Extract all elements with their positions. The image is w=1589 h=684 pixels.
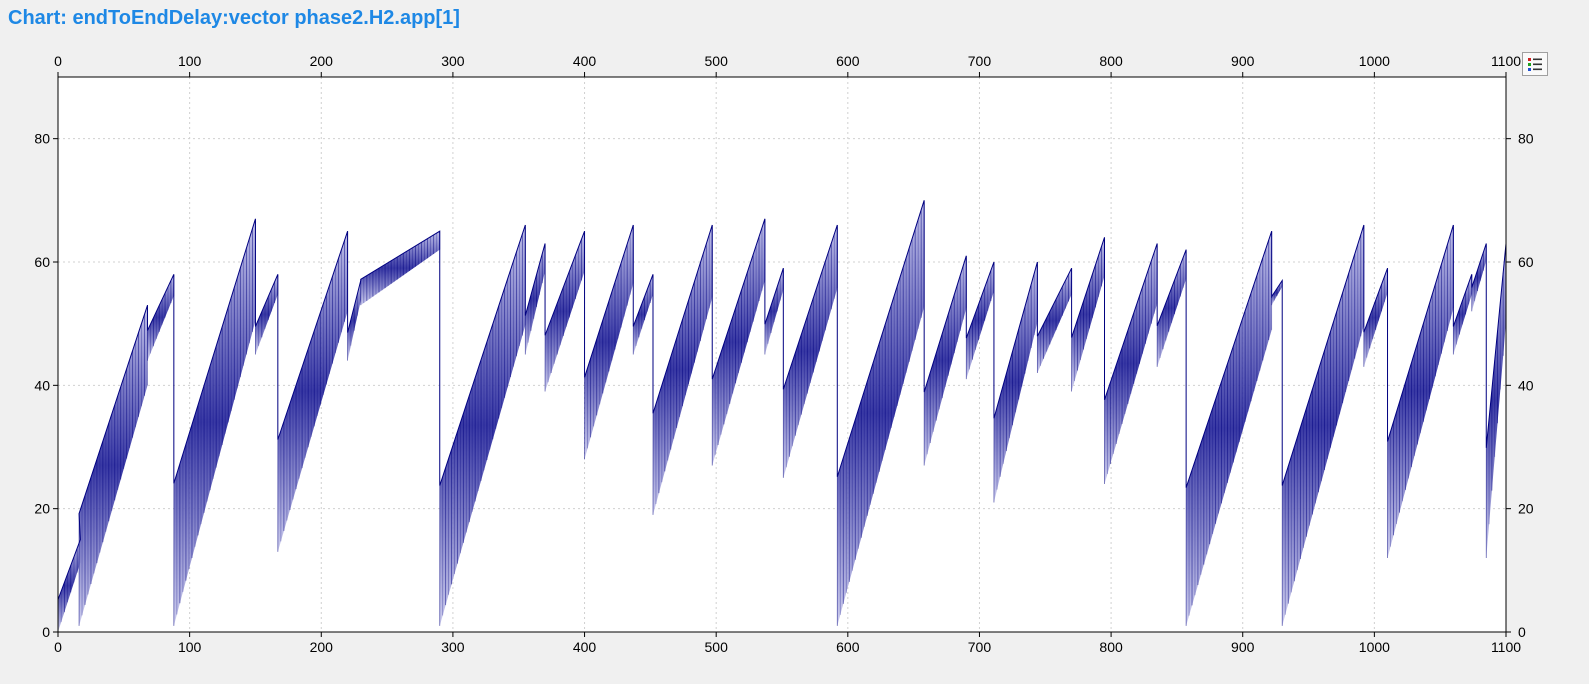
y-tick-label-right: 80 — [1518, 131, 1534, 147]
y-tick-label-left: 80 — [34, 131, 50, 147]
x-tick-label-bottom: 0 — [54, 639, 62, 655]
x-tick-label-bottom: 200 — [310, 639, 334, 655]
delay-band — [1037, 268, 1072, 373]
delay-band — [712, 218, 765, 466]
delay-band — [525, 243, 546, 355]
x-tick-label-top: 400 — [573, 53, 597, 69]
x-tick-label-top: 0 — [54, 53, 62, 69]
chart-title: Chart: endToEndDelay:vector phase2.H2.ap… — [8, 7, 460, 29]
x-tick-label-top: 700 — [968, 53, 992, 69]
delay-band — [783, 225, 838, 478]
delay-band — [1486, 243, 1506, 558]
x-tick-label-top: 600 — [836, 53, 860, 69]
delay-band — [277, 231, 348, 552]
delay-band — [545, 231, 585, 392]
x-tick-label-bottom: 1100 — [1491, 639, 1521, 655]
x-tick-label-top: 800 — [1099, 53, 1123, 69]
x-tick-label-bottom: 700 — [968, 639, 992, 655]
x-tick-label-top: 1100 — [1491, 53, 1521, 69]
delay-band — [1453, 274, 1472, 355]
x-tick-label-bottom: 400 — [573, 639, 597, 655]
y-tick-label-right: 20 — [1518, 501, 1534, 517]
x-tick-label-top: 200 — [310, 53, 334, 69]
delay-band — [147, 274, 174, 361]
delay-band — [1282, 225, 1364, 626]
delay-band — [1186, 231, 1272, 626]
x-tick-label-top: 300 — [441, 53, 465, 69]
delay-band — [360, 231, 440, 306]
delay-band — [58, 539, 81, 632]
plot-area — [58, 77, 1506, 632]
delay-band — [439, 225, 526, 626]
x-tick-label-bottom: 500 — [705, 639, 729, 655]
delay-band — [1071, 237, 1105, 392]
delay-band — [173, 218, 256, 626]
delay-band — [924, 255, 967, 466]
y-tick-label-left: 60 — [34, 254, 50, 270]
delay-band — [966, 262, 994, 380]
delay-band — [79, 305, 148, 626]
y-tick-label-left: 20 — [34, 501, 50, 517]
series-area — [58, 200, 1506, 632]
x-tick-label-bottom: 300 — [441, 639, 465, 655]
legend-toggle-button[interactable] — [1522, 52, 1548, 76]
x-tick-label-top: 100 — [178, 53, 202, 69]
delay-band — [764, 268, 784, 355]
y-tick-label-right: 40 — [1518, 377, 1534, 393]
delay-band — [633, 274, 653, 355]
x-tick-label-top: 1000 — [1359, 53, 1390, 69]
x-tick-label-bottom: 100 — [178, 639, 202, 655]
axes: 0010010020020030030040040050050060060070… — [34, 53, 1533, 655]
delay-band — [1157, 249, 1187, 367]
x-tick-label-top: 500 — [705, 53, 729, 69]
y-tick-label-left: 0 — [42, 624, 50, 640]
x-tick-label-top: 900 — [1231, 53, 1255, 69]
y-tick-label-right: 0 — [1518, 624, 1526, 640]
delay-band — [837, 200, 925, 626]
series-line — [58, 200, 1506, 600]
legend-list-icon — [1528, 58, 1542, 71]
delay-band — [1471, 243, 1487, 312]
x-tick-label-bottom: 1000 — [1359, 639, 1390, 655]
y-tick-label-left: 40 — [34, 377, 50, 393]
delay-band — [993, 262, 1038, 503]
x-tick-label-bottom: 800 — [1099, 639, 1123, 655]
x-tick-label-bottom: 600 — [836, 639, 860, 655]
delay-band — [1104, 243, 1158, 484]
delay-band — [255, 274, 278, 355]
x-tick-label-bottom: 900 — [1231, 639, 1255, 655]
y-tick-label-right: 60 — [1518, 254, 1534, 270]
delay-band — [1387, 225, 1454, 558]
plot-frame — [57, 76, 1507, 633]
